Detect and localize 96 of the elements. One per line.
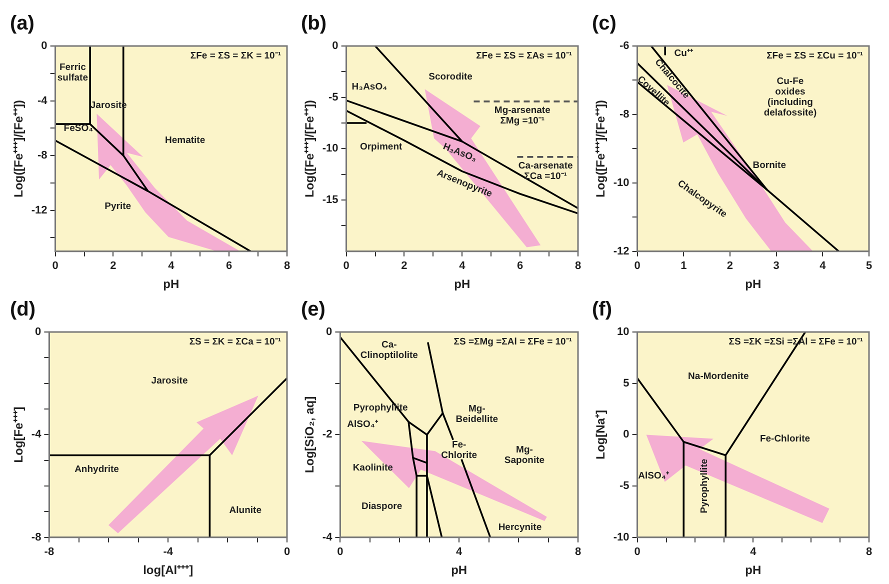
x-tick-label: 5 bbox=[866, 260, 872, 272]
annotation: Ca-arsenate ΣCa =10⁻¹ bbox=[518, 160, 573, 182]
x-axis-title: log[Al⁺⁺⁺] bbox=[143, 563, 194, 578]
y-tick-label: -8 bbox=[38, 150, 48, 162]
annotation: Alunite bbox=[229, 505, 262, 516]
y-tick-label: -4 bbox=[322, 531, 334, 544]
y-tick-label: -10 bbox=[613, 531, 630, 544]
annotation: ΣS =ΣMg =ΣAl = ΣFe = 10⁻¹ bbox=[454, 336, 572, 348]
y-tick-label: -8 bbox=[620, 108, 630, 120]
annotation: AlSO₄⁺ bbox=[347, 419, 379, 430]
y-axis-title: Log[SiO₂, aq] bbox=[302, 396, 317, 474]
annotation: ΣFe = ΣS = ΣAs = 10⁻¹ bbox=[476, 50, 572, 62]
x-tick-label: 0 bbox=[284, 546, 290, 558]
x-tick-label: 6 bbox=[517, 260, 524, 272]
x-tick-label: 0 bbox=[52, 260, 58, 272]
y-tick-label: 0 bbox=[35, 326, 42, 338]
y-tick-label: -4 bbox=[38, 94, 48, 107]
annotation: Pyrite bbox=[104, 200, 132, 212]
x-tick-label: 4 bbox=[750, 546, 758, 558]
y-tick-label: -6 bbox=[620, 40, 630, 52]
annotation: Kaolinite bbox=[352, 462, 393, 474]
x-axis-title: pH bbox=[454, 277, 470, 292]
chart-title: (b) bbox=[301, 12, 327, 35]
y-tick-label: -4 bbox=[31, 428, 42, 441]
x-tick-label: 8 bbox=[574, 260, 582, 272]
annotation: Hematite bbox=[164, 135, 206, 146]
chart-title: (a) bbox=[10, 12, 34, 35]
x-tick-label: 4 bbox=[820, 260, 827, 272]
annotation: ΣFe = ΣS = ΣK = 10⁻¹ bbox=[190, 50, 281, 62]
x-tick-label: 1 bbox=[680, 260, 687, 272]
annotation: Jarosite bbox=[151, 375, 188, 386]
y-tick-label: 10 bbox=[617, 326, 630, 338]
annotation: Hercynite bbox=[498, 522, 542, 533]
x-tick-label: 6 bbox=[226, 260, 232, 272]
y-tick-label: 0 bbox=[623, 428, 630, 441]
annotation: Ferric sulfate bbox=[57, 62, 88, 84]
annotation: FeSO₄ bbox=[64, 122, 94, 134]
annotation: Pyrophyllite bbox=[699, 458, 710, 514]
x-tick-label: 2 bbox=[726, 260, 734, 272]
annotation: Orpiment bbox=[360, 141, 403, 152]
y-axis-title: Log([Fe⁺⁺⁺]/[Fe⁺⁺]) bbox=[302, 100, 317, 198]
annotation: Cu-Fe oxides (including delafossite) bbox=[764, 76, 817, 119]
annotation: ΣS = ΣK = ΣCa = 10⁻¹ bbox=[189, 336, 281, 348]
y-tick-label: -2 bbox=[322, 428, 332, 441]
annotation: Cu⁺⁺ bbox=[674, 48, 694, 60]
x-axis-title: pH bbox=[451, 563, 468, 578]
annotation: Mg- Saponite bbox=[504, 444, 545, 466]
chart-title: (e) bbox=[301, 298, 326, 321]
annotation: Fe- Chlorite bbox=[441, 439, 478, 461]
annotation: Fe-Chlorite bbox=[760, 433, 810, 444]
y-tick-label: -8 bbox=[31, 531, 42, 544]
x-tick-label: 2 bbox=[401, 260, 408, 272]
x-tick-label: 4 bbox=[459, 260, 466, 272]
annotation: AlSO₄⁺ bbox=[638, 470, 670, 482]
annotation: Scorodite bbox=[428, 71, 472, 82]
annotation: Na-Mordenite bbox=[688, 370, 749, 382]
y-tick-label: -12 bbox=[613, 245, 630, 258]
x-tick-label: 2 bbox=[110, 260, 116, 272]
annotation: ΣFe = ΣS = ΣCu = 10⁻¹ bbox=[766, 50, 863, 62]
x-tick-label: 0 bbox=[634, 546, 640, 558]
x-tick-label: 4 bbox=[456, 546, 464, 558]
y-tick-label: 0 bbox=[326, 326, 332, 338]
x-axis-title: pH bbox=[745, 563, 762, 578]
chart-title: (c) bbox=[592, 12, 616, 35]
x-tick-label: 3 bbox=[773, 260, 780, 272]
annotation: Mg-arsenate ΣMg =10⁻¹ bbox=[494, 105, 550, 127]
x-tick-label: 4 bbox=[168, 260, 176, 272]
y-axis-title: Log([Fe⁺⁺⁺]/[Fe⁺⁺]) bbox=[594, 100, 608, 198]
y-tick-label: 0 bbox=[41, 40, 48, 52]
x-axis-title: pH bbox=[745, 277, 762, 292]
y-axis-title: Log[Fe⁺⁺⁺] bbox=[12, 406, 26, 463]
x-tick-label: 8 bbox=[284, 260, 290, 272]
y-tick-label: -10 bbox=[613, 176, 630, 189]
x-tick-label: -4 bbox=[163, 546, 174, 558]
y-tick-label: 0 bbox=[332, 40, 338, 52]
x-tick-label: 0 bbox=[343, 260, 350, 272]
x-tick-label: 8 bbox=[574, 546, 582, 558]
y-tick-label: -5 bbox=[620, 480, 630, 492]
annotation: Diaspore bbox=[361, 501, 402, 512]
x-axis-title: pH bbox=[163, 277, 180, 292]
annotation: Mg- Beidellite bbox=[456, 404, 498, 426]
annotation: Bornite bbox=[752, 160, 786, 171]
x-tick-label: 0 bbox=[634, 260, 640, 272]
annotation: Ca- Clinoptilolite bbox=[360, 339, 418, 361]
chart-title: (d) bbox=[10, 298, 36, 321]
y-tick-label: -12 bbox=[31, 204, 48, 216]
y-axis-title: Log[Na⁺] bbox=[594, 410, 608, 460]
y-axis-title: Log([Fe⁺⁺⁺]/[Fe⁺⁺]) bbox=[12, 100, 26, 198]
annotation: H₃AsO₄ bbox=[352, 82, 388, 93]
y-tick-label: -5 bbox=[328, 91, 338, 104]
annotation: Anhydrite bbox=[74, 464, 119, 476]
chart-title: (f) bbox=[592, 298, 612, 321]
y-tick-label: -10 bbox=[322, 142, 338, 155]
x-tick-label: 8 bbox=[866, 546, 872, 558]
y-tick-label: 5 bbox=[623, 377, 630, 390]
y-tick-label: -15 bbox=[322, 194, 338, 206]
